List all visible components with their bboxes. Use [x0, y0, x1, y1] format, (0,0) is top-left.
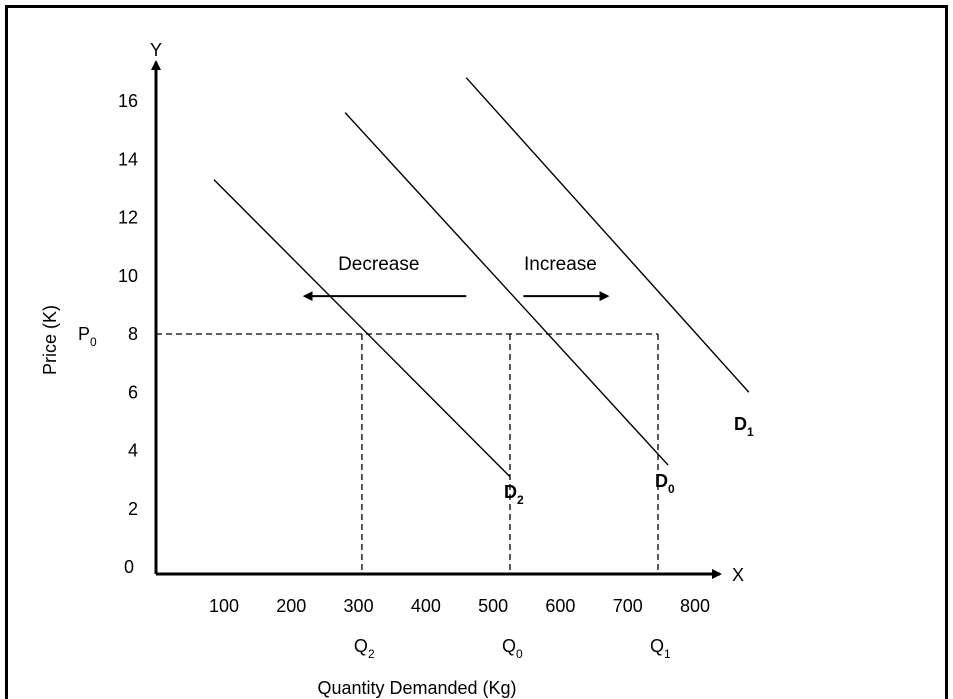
demand-curve	[344, 112, 669, 466]
x-tick-label: 500	[478, 596, 508, 616]
y-tick-label: 16	[118, 91, 138, 111]
x-tick-label: 700	[613, 596, 643, 616]
price-reference-label: P0	[78, 324, 97, 349]
shift-annotation: Increase	[524, 254, 597, 275]
x-axis-letter: X	[732, 565, 744, 585]
y-tick-label: 10	[118, 266, 138, 286]
reference-lines: P0 Q2 Q0 Q1	[78, 324, 671, 661]
origin-label: 0	[124, 557, 134, 577]
y-axis-letter: Y	[150, 40, 162, 60]
x-axis-title: Quantity Demanded (Kg)	[317, 678, 516, 698]
shift-annotations: Decrease Increase	[302, 254, 610, 302]
y-tick-labels: 2 4 6 8 10 12 14 16	[118, 91, 138, 519]
y-tick-label: 14	[118, 149, 138, 169]
figure-frame	[5, 5, 948, 699]
x-tick-label: 200	[276, 596, 306, 616]
quantity-reference-label: Q1	[650, 636, 671, 661]
y-tick-label: 6	[128, 382, 138, 402]
x-tick-label: 100	[209, 596, 239, 616]
y-tick-label: 2	[128, 499, 138, 519]
y-tick-label: 8	[128, 324, 138, 344]
y-axis-title: Price (K)	[40, 305, 60, 375]
y-tick-label: 12	[118, 208, 138, 228]
demand-curve	[465, 77, 750, 393]
y-tick-label: 4	[128, 441, 138, 461]
x-tick-labels: 100 200 300 400 500 600 700 800	[209, 596, 710, 616]
x-tick-label: 800	[680, 596, 710, 616]
x-tick-label: 400	[411, 596, 441, 616]
demand-curve	[213, 179, 511, 478]
demand-curve-label: D1	[734, 414, 754, 439]
x-tick-label: 600	[545, 596, 575, 616]
demand-curves: D2 D0 D1	[213, 77, 754, 507]
demand-curve-label: D2	[504, 482, 524, 507]
shift-annotation: Decrease	[338, 254, 419, 275]
quantity-reference-label: Q0	[502, 636, 523, 661]
quantity-reference-label: Q2	[354, 636, 375, 661]
x-tick-label: 300	[344, 596, 374, 616]
demand-curve-label: D0	[655, 471, 675, 496]
